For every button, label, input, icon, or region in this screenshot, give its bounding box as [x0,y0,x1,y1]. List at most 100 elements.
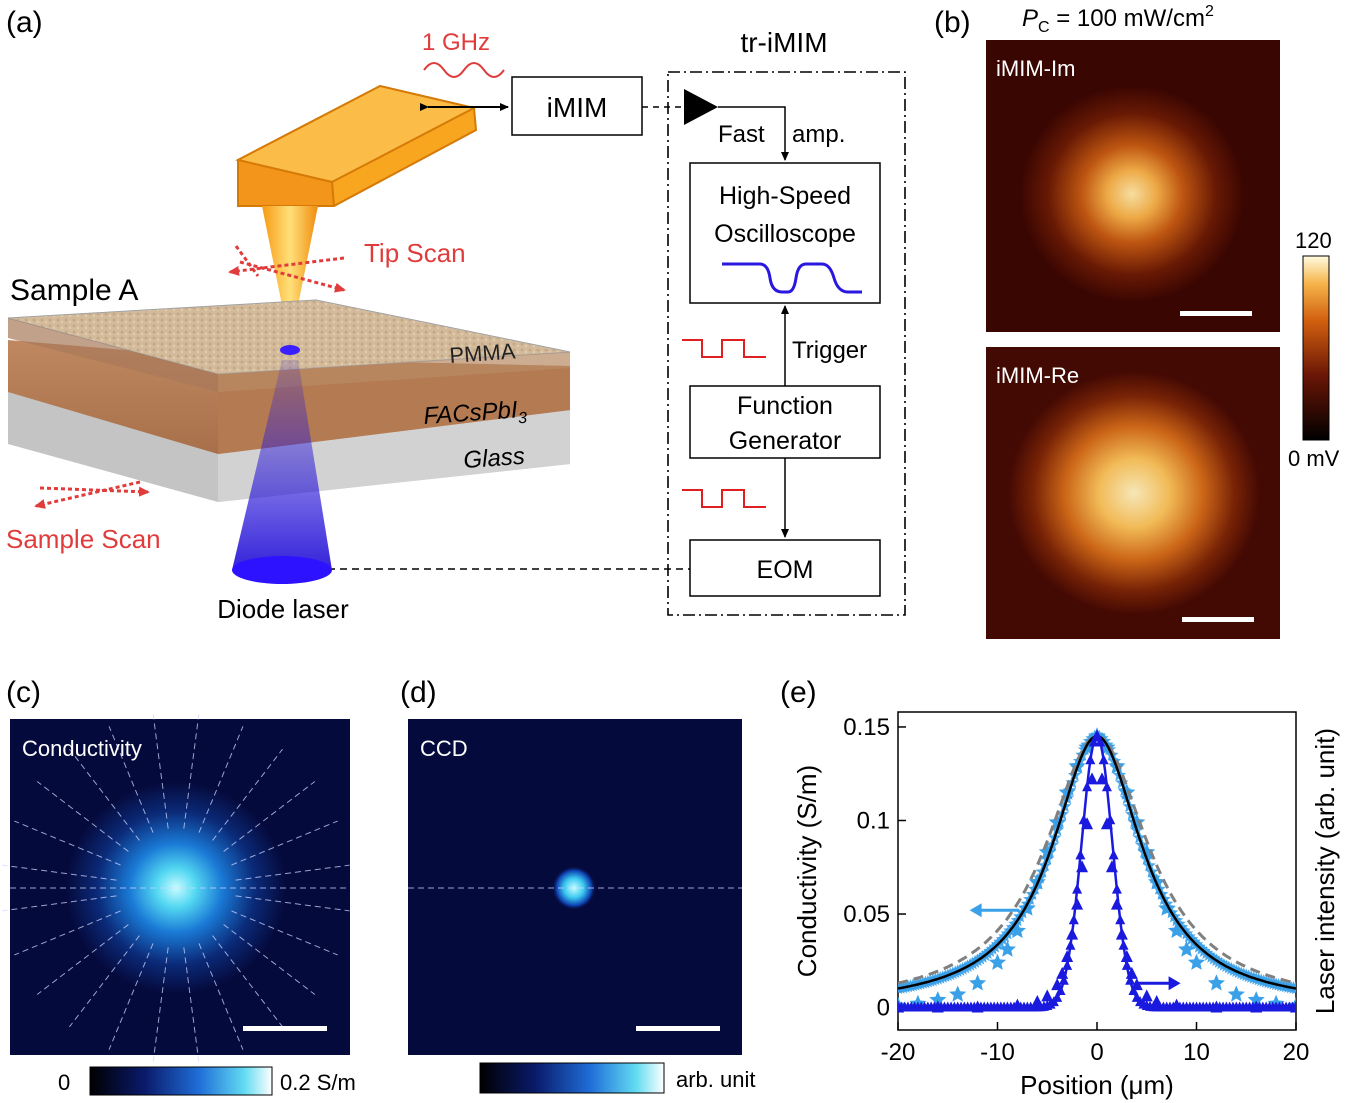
left-arrow-head [969,903,982,918]
radial-guide-line [183,947,200,1062]
laser-point [1125,966,1138,979]
radial-guide-line [36,781,129,852]
radial-guide-line [231,820,338,866]
conductivity-point [949,985,967,1002]
radial-guide-line [69,935,140,1028]
y-axis-label: Conductivity (S/m) [792,765,822,977]
tr-imim-frame [667,71,906,616]
ccd-title: CCD [420,736,468,761]
eom-label: EOM [757,556,814,584]
sample-scan-label: Sample Scan [6,524,161,554]
conductivity-point [1207,974,1225,991]
panel-d: (d) CCD arb. unit [400,676,756,1094]
laser-point [1056,966,1069,979]
osc-line1: High-Speed [719,182,851,210]
laser-point [1170,998,1183,1011]
laser-beam [232,360,332,570]
colorbar-hot [1302,255,1330,441]
laser-point [1100,817,1113,830]
laser-point [1101,781,1112,792]
laser-point [931,1000,944,1013]
conductivity-point [929,991,947,1008]
imim-box [511,76,643,136]
plot-area [898,727,1296,1013]
laser-point [1086,772,1099,785]
panel-e-label: (e) [780,676,817,709]
panel-a-label: (a) [6,6,43,39]
osc-line2: Oscilloscope [714,220,856,248]
conductivity-title: Conductivity [22,736,142,761]
laser-point [1031,994,1044,1007]
laser-point [1062,959,1073,970]
laser-source [232,556,332,584]
radial-guide-line [198,726,244,833]
pulse-icon [682,339,766,358]
scope-trace-icon [722,262,862,294]
laser-point [1088,736,1099,747]
laser-point [1108,849,1119,860]
amp-label: amp. [792,121,845,148]
tip-scan-arrow [239,260,346,293]
conductivity-point [998,940,1016,957]
laser-point [1052,991,1063,1002]
freq-label: 1 GHz [422,29,490,56]
laser-point [1071,897,1084,910]
laser-point [1072,883,1083,894]
panel-a: (a) 1 GHz iMIM tr-iMIM Fast amp. High-Sp… [6,6,906,624]
fast-label: Fast [718,121,765,148]
y-tick-label: 0.05 [843,901,890,928]
laser-point [1065,939,1076,950]
sample-scan-arrow [39,486,150,497]
laser-point [1082,781,1093,792]
laser-point [1140,989,1153,1002]
tip-scan-arrow-2 [228,256,345,276]
radial-guides [2,714,350,1062]
laser-point [1011,998,1024,1011]
laser-point [1066,927,1079,940]
laser-point [1081,817,1094,830]
laser-point [898,1000,904,1013]
conductivity-point [1187,953,1206,970]
fg-line2: Generator [729,427,842,455]
laser-point [1068,914,1079,925]
scale-bar-2 [1182,617,1254,622]
y-axis-label-right: Laser intensity (arb. unit) [1310,728,1340,1014]
chart: -20 -10 0 10 20 0 0.05 0.1 0.15 Position (μm) Cond… [792,711,1340,1100]
radial-guide-line [235,895,350,912]
laser-point [971,1000,984,1013]
radial-guide-line [212,748,283,841]
panel-b-label: (b) [934,6,971,39]
laser-point [1118,939,1129,950]
tr-imim-title: tr-iMIM [740,27,827,58]
laser-point [1210,1000,1223,1013]
conductivity-point [988,953,1007,970]
power-label: PC = 100 mW/cm2 [1022,3,1214,36]
oscilloscope-box [689,162,881,304]
laser-point [1125,974,1136,985]
conductivity-point [1227,985,1245,1002]
radial-guide-line [235,864,350,881]
laser-point [1051,978,1064,991]
panel-c-label: (c) [6,676,41,709]
radial-guide-line [212,935,283,1028]
wave-icon [423,62,505,78]
laser-point [1085,754,1096,765]
x-tick-label: 10 [1183,1039,1210,1066]
laser-point [1110,897,1123,910]
x-axis-label: Position (μm) [1020,1070,1174,1100]
scale-bar-4 [636,1026,720,1031]
layer-fa: FACsPbI3 [423,396,528,434]
laser-point [1120,950,1133,963]
plot-frame [897,711,1297,1031]
y-tick-label: 0.1 [857,807,890,834]
colorbar-ccd [479,1062,665,1094]
trigger-label: Trigger [792,337,867,364]
radial-guide-line [198,943,244,1050]
layer-pmma: PMMA [449,338,517,368]
y-tick-label: 0.15 [843,714,890,741]
radial-guide-line [231,910,338,956]
radial-guide-line [2,864,117,881]
function-generator-box [689,385,881,459]
laser-point [1076,860,1089,873]
diode-label: Diode laser [217,594,349,624]
